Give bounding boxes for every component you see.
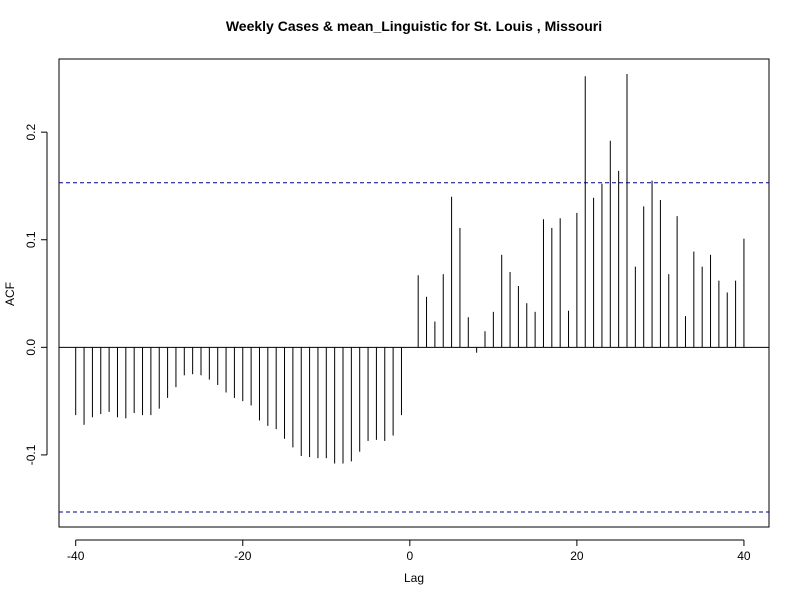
acf-bars-group <box>59 74 769 513</box>
x-tick-label: 20 <box>570 549 584 563</box>
y-tick-label: 0.0 <box>24 339 38 356</box>
plot-area-frame <box>58 58 770 528</box>
x-tick-label: 40 <box>737 549 751 563</box>
y-tick-label: 0.2 <box>24 123 38 140</box>
chart-title: Weekly Cases & mean_Linguistic for St. L… <box>226 18 602 34</box>
x-tick-label: 0 <box>406 549 413 563</box>
axes-group: -40 -20 0 20 40 -0.1 0.0 0.1 0.2 <box>24 123 751 563</box>
x-axis-label: Lag <box>404 571 424 585</box>
y-tick-label: -0.1 <box>24 444 38 465</box>
x-tick-label: -40 <box>67 549 85 563</box>
y-tick-label: 0.1 <box>24 231 38 248</box>
y-axis-label: ACF <box>3 282 17 306</box>
x-tick-label: -20 <box>234 549 252 563</box>
